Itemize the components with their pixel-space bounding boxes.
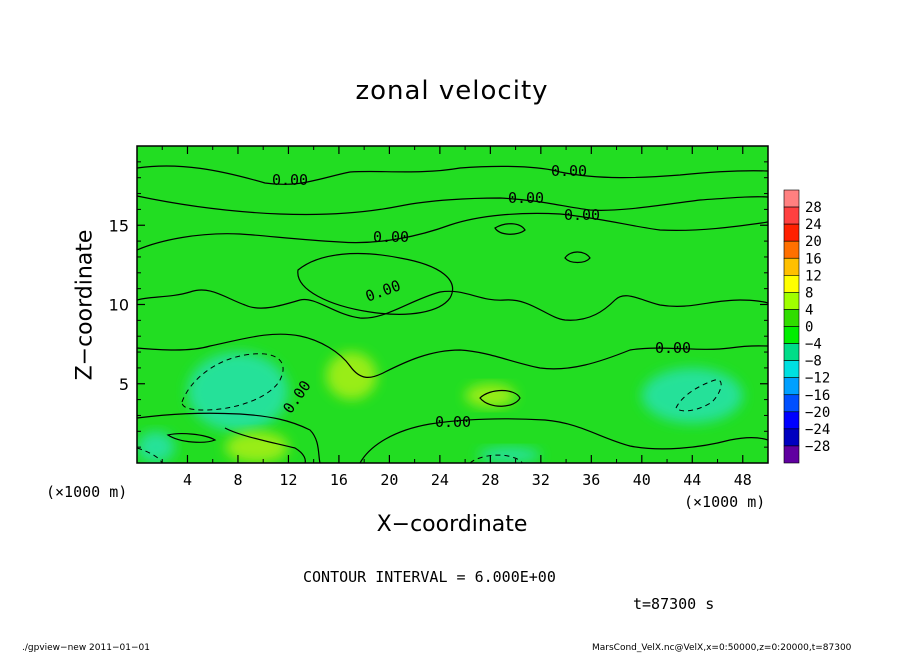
positive-anomaly — [465, 383, 516, 408]
contour-line — [166, 433, 217, 443]
colorbar-swatch — [783, 189, 800, 208]
chart-title: zonal velocity — [355, 76, 549, 106]
x-unit-right: (×1000 m) — [684, 493, 766, 511]
contour-label: 0.00 — [551, 162, 587, 180]
colorbar-swatch — [783, 275, 800, 293]
contour-line — [564, 251, 591, 264]
contour-label: 0.00 — [564, 206, 600, 224]
x-unit-left: (×1000 m) — [46, 483, 128, 501]
colorbar-swatch — [783, 206, 800, 225]
x-tick-label: 8 — [233, 471, 242, 489]
x-tick-label: 4 — [183, 471, 192, 489]
colorbar-label: 0 — [805, 320, 813, 336]
negative-anomaly — [137, 431, 175, 463]
contour-line — [137, 289, 768, 321]
negative-anomaly — [477, 447, 541, 463]
contour-line — [297, 252, 454, 315]
x-tick-label: 20 — [380, 471, 398, 489]
y-axis: 5 10 15 — [109, 161, 768, 448]
colorbar-swatch — [783, 343, 800, 361]
contour-line — [359, 418, 768, 463]
x-tick-label: 24 — [431, 471, 449, 489]
colorbar-label: 16 — [805, 251, 822, 267]
colorbar-swatch — [783, 394, 800, 413]
contour-line — [675, 379, 722, 412]
x-tick-label: 32 — [532, 471, 550, 489]
colorbar-label: −24 — [805, 422, 830, 438]
contour-line — [494, 223, 526, 235]
positive-anomaly — [225, 431, 289, 463]
x-tick-label: 48 — [734, 471, 752, 489]
colorbar-label: 12 — [805, 268, 822, 284]
colorbar-label: 28 — [805, 200, 822, 216]
colorbar-swatch — [783, 292, 800, 310]
contour-line — [137, 195, 768, 216]
colorbar-label: −28 — [805, 439, 830, 455]
time-label: t=87300 s — [633, 595, 715, 613]
contour-interval: CONTOUR INTERVAL = 6.000E+00 — [303, 568, 556, 586]
colorbar-swatch — [783, 428, 800, 447]
colorbar-label: 24 — [805, 217, 822, 233]
contour-line — [469, 454, 523, 463]
contour-line — [137, 212, 768, 251]
contour-label: 0.00 — [373, 228, 409, 246]
colorbar-label: −16 — [805, 388, 830, 404]
contour-label: 0.00 — [655, 339, 691, 357]
colorbar-swatch — [783, 326, 800, 344]
footer-left: ./gpview−new 2011−01−01 — [22, 643, 150, 653]
contour-line — [137, 447, 163, 463]
y-axis-label: Z−coordinate — [72, 229, 98, 381]
y-tick-label: 10 — [109, 296, 129, 315]
contour-label: 0.00 — [272, 171, 308, 189]
x-tick-label: 16 — [330, 471, 348, 489]
contour-lines — [137, 165, 768, 463]
colorbar-label: −8 — [805, 354, 822, 370]
colorbar-label: −4 — [805, 337, 822, 353]
contour-line — [224, 427, 306, 463]
contour-line — [137, 412, 321, 463]
negative-anomaly — [641, 367, 743, 424]
colorbar-swatch — [783, 411, 800, 430]
x-tick-label: 44 — [683, 471, 701, 489]
footer-right: MarsCond_VelX.nc@VelX,x=0:50000,z=0:2000… — [592, 643, 852, 653]
colorbar-label: −12 — [805, 371, 830, 387]
colorbar-swatch — [783, 240, 800, 259]
x-axis-label: X−coordinate — [376, 512, 528, 537]
contour-line — [181, 353, 284, 411]
contour-line — [137, 333, 768, 378]
negative-anomaly — [187, 352, 289, 432]
x-tick-label: 12 — [279, 471, 297, 489]
colorbar-swatch — [783, 257, 800, 276]
colorbar-swatch — [783, 360, 800, 378]
y-tick-label: 5 — [119, 375, 129, 394]
contour-labels: 0.00 0.000.000.000.000.000.000.000.00 — [272, 162, 691, 431]
colorbar-label: 8 — [805, 285, 813, 301]
colorbar-swatch — [783, 309, 800, 327]
colorbar-label: 20 — [805, 234, 822, 250]
x-tick-label: 40 — [633, 471, 651, 489]
positive-anomaly — [326, 352, 377, 400]
colorbar-label: 4 — [805, 302, 813, 318]
contour-label: 0.00 — [435, 413, 471, 431]
x-tick-label: 36 — [582, 471, 600, 489]
contour-label: 0.00 — [508, 189, 544, 207]
x-axis: 4 8 12 16 20 24 28 32 36 40 44 48 — [161, 146, 752, 489]
colorbar-swatch — [783, 223, 800, 242]
colorbar-swatch — [783, 445, 800, 464]
contour-line — [479, 389, 521, 407]
contour-line — [137, 165, 768, 185]
y-tick-label: 15 — [109, 216, 129, 235]
x-tick-label: 28 — [481, 471, 499, 489]
colorbar-label: −20 — [805, 405, 830, 421]
colorbar-swatch — [783, 377, 800, 396]
